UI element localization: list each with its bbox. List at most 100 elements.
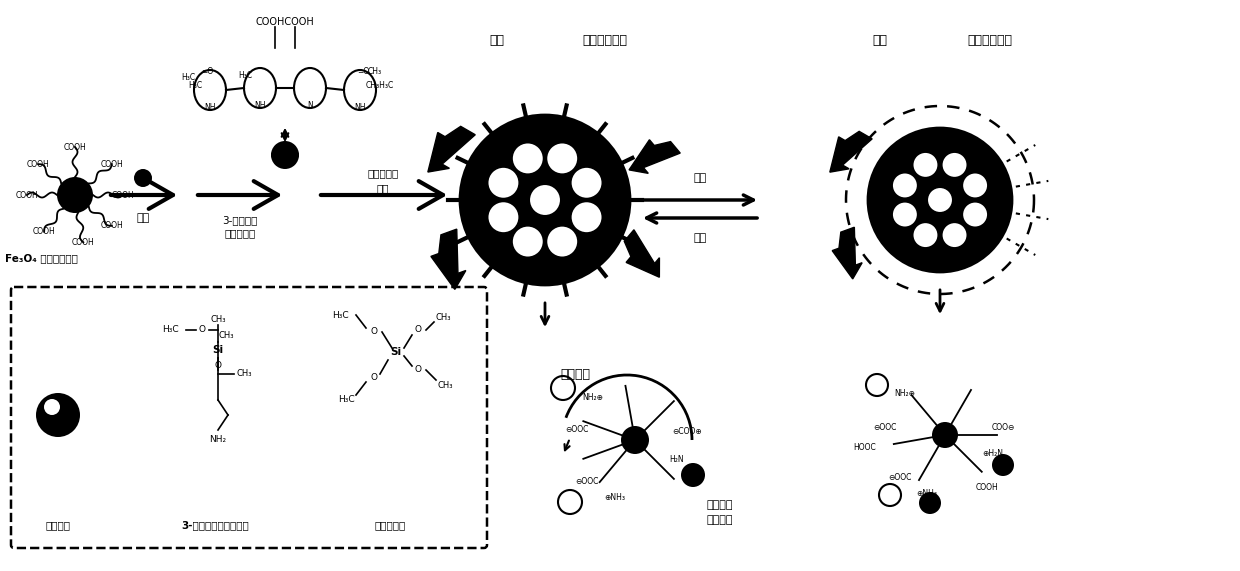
Text: O: O (414, 365, 422, 375)
Text: 硅酸四乙酯: 硅酸四乙酯 (367, 168, 398, 178)
Text: NH₂: NH₂ (210, 436, 227, 444)
Circle shape (992, 454, 1014, 476)
Text: NH: NH (355, 103, 366, 112)
Circle shape (928, 187, 954, 213)
Text: COOH: COOH (976, 482, 998, 492)
Text: 蓝色碳点: 蓝色碳点 (46, 520, 71, 530)
Text: NH: NH (254, 102, 265, 111)
Text: =O: =O (357, 67, 370, 77)
Text: COOH: COOH (112, 191, 134, 199)
Text: CH₃H₃C: CH₃H₃C (366, 81, 394, 90)
Polygon shape (830, 131, 872, 172)
Text: Fe₃O₄ 磁性纳米粒子: Fe₃O₄ 磁性纳米粒子 (5, 253, 78, 263)
Circle shape (36, 393, 81, 437)
Circle shape (919, 492, 941, 514)
Circle shape (551, 376, 575, 400)
Circle shape (512, 226, 544, 258)
Circle shape (547, 142, 578, 174)
Text: ⊕H₂N: ⊕H₂N (982, 448, 1003, 457)
Text: CH₃: CH₃ (435, 313, 451, 323)
Circle shape (941, 222, 967, 248)
Text: 蓝色荧光恢复: 蓝色荧光恢复 (967, 34, 1013, 46)
Text: 黄色荧光: 黄色荧光 (560, 368, 590, 381)
Text: H₃C: H₃C (331, 311, 348, 320)
Circle shape (621, 426, 649, 454)
Polygon shape (624, 230, 660, 278)
Circle shape (43, 399, 60, 415)
Text: 氨本: 氨本 (377, 183, 389, 193)
Text: COO⊖: COO⊖ (991, 423, 1014, 432)
Text: N: N (308, 102, 312, 111)
Text: COOH: COOH (100, 160, 123, 168)
Circle shape (932, 422, 959, 448)
Circle shape (866, 374, 888, 396)
Circle shape (892, 202, 918, 227)
Text: 激发: 激发 (873, 34, 888, 46)
Circle shape (962, 202, 988, 227)
Text: H₃C: H₃C (161, 325, 179, 335)
Text: 荧光共振: 荧光共振 (707, 500, 733, 510)
Polygon shape (629, 140, 681, 174)
Ellipse shape (272, 147, 299, 163)
Text: 乙氧基硅烷: 乙氧基硅烷 (224, 228, 255, 238)
Polygon shape (432, 229, 466, 289)
Circle shape (547, 226, 578, 258)
Circle shape (941, 152, 967, 178)
Circle shape (570, 201, 603, 233)
Text: H₃C: H₃C (337, 396, 355, 404)
Circle shape (460, 115, 630, 285)
Circle shape (487, 167, 520, 199)
Text: CH₃: CH₃ (438, 380, 453, 389)
Text: 3-氨丙基三: 3-氨丙基三 (222, 215, 258, 225)
Text: O: O (198, 325, 206, 335)
Text: Si: Si (391, 347, 402, 357)
Circle shape (879, 484, 901, 506)
Text: 蓝色碳点熄灭: 蓝色碳点熄灭 (583, 34, 627, 46)
Text: Si: Si (212, 345, 223, 355)
Text: HOOC: HOOC (853, 443, 877, 452)
Text: ⊕NH₃: ⊕NH₃ (916, 489, 937, 497)
Text: NH: NH (205, 103, 216, 112)
Circle shape (57, 177, 93, 213)
Circle shape (913, 152, 939, 178)
Text: =O: =O (201, 67, 213, 77)
Text: 3-氨丙基三乙氧基硅烷: 3-氨丙基三乙氧基硅烷 (181, 520, 249, 530)
Polygon shape (428, 126, 475, 172)
Text: COOH: COOH (72, 238, 94, 247)
Text: H₂N: H₂N (670, 456, 684, 464)
Text: 硅酸四乙酯: 硅酸四乙酯 (374, 520, 405, 530)
Circle shape (529, 184, 560, 216)
Text: CH₃: CH₃ (237, 369, 252, 379)
Text: H₃C: H₃C (181, 74, 195, 82)
Text: CH₃: CH₃ (211, 316, 226, 324)
Text: O: O (371, 328, 377, 336)
Circle shape (487, 201, 520, 233)
Text: COOH: COOH (27, 160, 50, 168)
Circle shape (512, 142, 544, 174)
Circle shape (962, 172, 988, 199)
Circle shape (913, 222, 939, 248)
Text: COOH: COOH (16, 191, 38, 199)
Text: ⊖OOC: ⊖OOC (888, 472, 911, 481)
Text: ⊕NH₃: ⊕NH₃ (605, 493, 625, 502)
Text: 混合: 混合 (136, 213, 150, 223)
Circle shape (134, 169, 153, 187)
Text: 洗脱: 洗脱 (693, 173, 707, 183)
Text: O: O (371, 373, 377, 383)
Circle shape (892, 172, 918, 199)
Text: 能量转移: 能量转移 (707, 515, 733, 525)
Polygon shape (832, 227, 862, 279)
Circle shape (558, 490, 582, 514)
Text: ⊖OOC: ⊖OOC (873, 423, 897, 432)
Circle shape (868, 128, 1012, 272)
Text: CH₃: CH₃ (368, 67, 382, 77)
Text: NH₂⊕: NH₂⊕ (583, 393, 604, 403)
Text: CH₃: CH₃ (218, 331, 234, 340)
Circle shape (570, 167, 603, 199)
Text: H₃C: H₃C (188, 81, 202, 90)
Text: ⊖OOC: ⊖OOC (565, 425, 589, 435)
Text: COOHCOOH: COOHCOOH (255, 17, 315, 27)
Text: ⊖COO⊕: ⊖COO⊕ (672, 428, 702, 436)
Circle shape (681, 463, 706, 487)
Text: COOH: COOH (63, 143, 87, 151)
